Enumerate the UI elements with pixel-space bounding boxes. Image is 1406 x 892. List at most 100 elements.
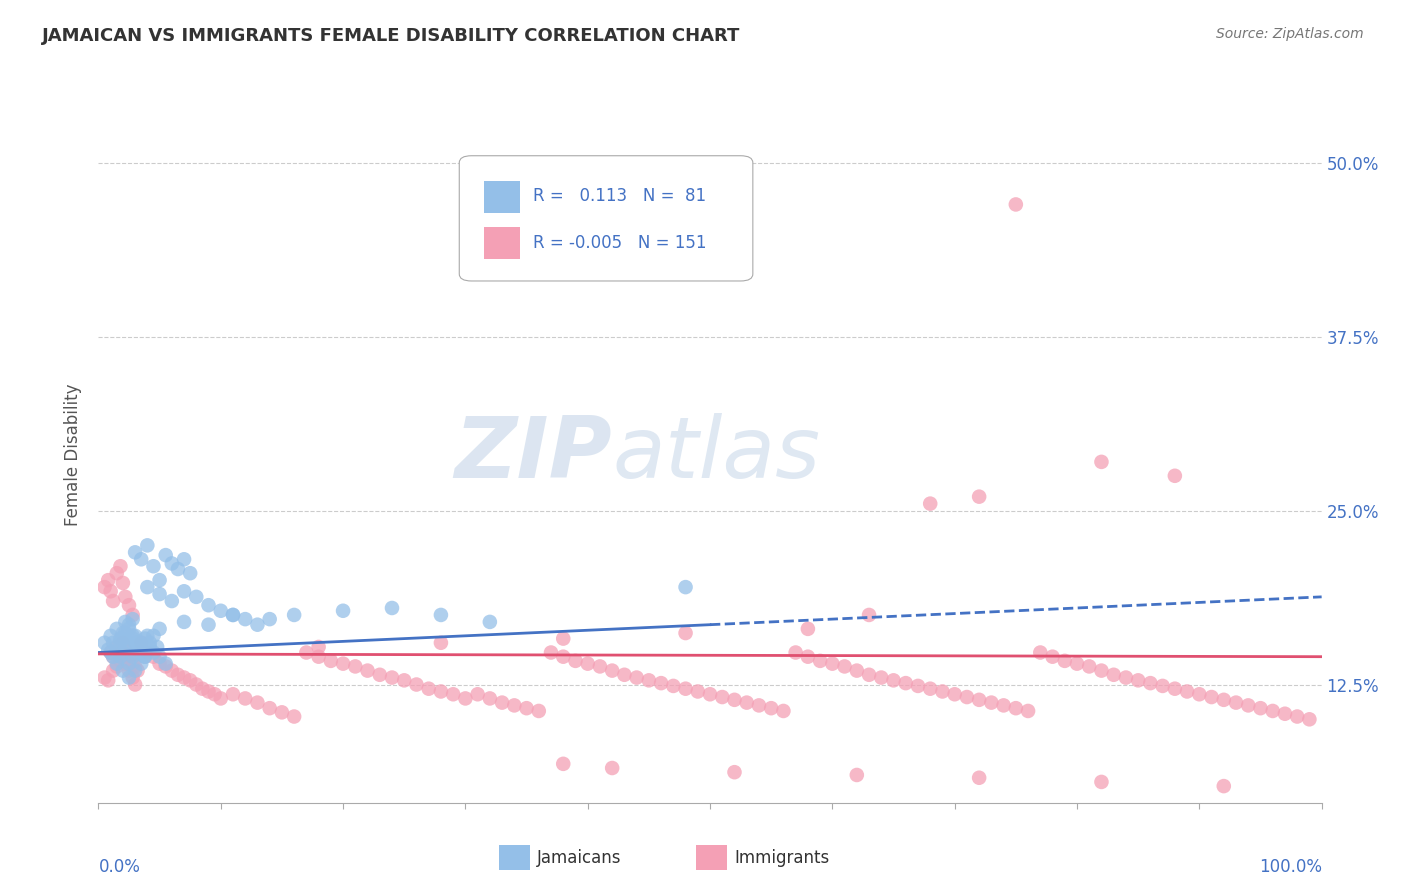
Point bbox=[430, 684, 453, 698]
Point bbox=[344, 659, 367, 673]
Point bbox=[129, 636, 152, 650]
Point bbox=[186, 677, 208, 691]
Point bbox=[883, 673, 905, 688]
Point bbox=[136, 646, 159, 660]
Point bbox=[1090, 664, 1112, 678]
Point bbox=[118, 598, 141, 612]
Point bbox=[392, 673, 416, 688]
Point bbox=[142, 629, 165, 643]
Point bbox=[149, 657, 172, 671]
Point bbox=[110, 654, 132, 668]
Point bbox=[699, 687, 721, 701]
Point bbox=[956, 690, 979, 704]
Point bbox=[259, 612, 281, 626]
Point bbox=[114, 590, 136, 604]
Point bbox=[118, 636, 141, 650]
Point bbox=[105, 640, 128, 654]
Point bbox=[110, 632, 132, 646]
Point bbox=[129, 646, 152, 660]
Point bbox=[797, 649, 820, 664]
Point bbox=[870, 671, 893, 685]
Bar bbox=[484, 227, 520, 259]
Point bbox=[967, 693, 990, 707]
Point bbox=[1212, 693, 1234, 707]
Point bbox=[308, 640, 330, 654]
Point bbox=[1004, 701, 1026, 715]
Point bbox=[105, 566, 128, 581]
Point bbox=[110, 649, 132, 664]
Point bbox=[920, 497, 942, 511]
Point bbox=[295, 646, 318, 660]
Point bbox=[105, 622, 128, 636]
Point bbox=[100, 646, 122, 660]
Point bbox=[97, 642, 120, 657]
Point bbox=[110, 636, 132, 650]
Point bbox=[259, 701, 281, 715]
Point bbox=[101, 649, 124, 664]
Point bbox=[114, 626, 136, 640]
Point bbox=[1164, 468, 1187, 483]
Point bbox=[638, 673, 661, 688]
Point bbox=[772, 704, 794, 718]
Point bbox=[405, 677, 427, 691]
Point bbox=[332, 604, 354, 618]
Point bbox=[821, 657, 844, 671]
Point bbox=[134, 632, 156, 646]
Point bbox=[118, 649, 141, 664]
Point bbox=[118, 617, 141, 632]
Point bbox=[553, 756, 575, 771]
Point bbox=[993, 698, 1015, 713]
Point bbox=[430, 607, 453, 622]
Point bbox=[173, 552, 195, 566]
Point bbox=[101, 594, 124, 608]
Point bbox=[527, 704, 550, 718]
Point bbox=[118, 671, 141, 685]
Point bbox=[111, 632, 134, 646]
Point bbox=[283, 709, 305, 723]
Point bbox=[124, 636, 146, 650]
FancyBboxPatch shape bbox=[460, 156, 752, 281]
Point bbox=[381, 601, 404, 615]
Point bbox=[1004, 197, 1026, 211]
Point bbox=[675, 681, 697, 696]
Point bbox=[149, 573, 172, 587]
Point bbox=[270, 706, 294, 720]
Point bbox=[129, 636, 152, 650]
Point bbox=[589, 659, 612, 673]
Point bbox=[111, 649, 134, 664]
Point bbox=[105, 640, 128, 654]
Point bbox=[149, 649, 172, 664]
Point bbox=[93, 671, 115, 685]
Point bbox=[686, 684, 709, 698]
Point bbox=[191, 681, 214, 696]
Point bbox=[1225, 696, 1247, 710]
Point bbox=[626, 671, 648, 685]
Point bbox=[142, 559, 165, 574]
Point bbox=[441, 687, 464, 701]
Point bbox=[761, 701, 783, 715]
Point bbox=[114, 640, 136, 654]
Point bbox=[101, 664, 124, 678]
Bar bbox=[484, 181, 520, 213]
Point bbox=[675, 580, 697, 594]
Point bbox=[834, 659, 856, 673]
Point bbox=[155, 548, 177, 562]
Point bbox=[1029, 646, 1052, 660]
Point bbox=[121, 607, 143, 622]
Point bbox=[118, 664, 141, 678]
Point bbox=[149, 587, 172, 601]
Point bbox=[121, 612, 143, 626]
Point bbox=[142, 646, 165, 660]
Point bbox=[1090, 775, 1112, 789]
Point bbox=[134, 649, 156, 664]
Point bbox=[1066, 657, 1088, 671]
Point bbox=[283, 607, 305, 622]
Point bbox=[111, 636, 134, 650]
Point bbox=[1102, 667, 1125, 681]
Point bbox=[1152, 679, 1174, 693]
Point bbox=[186, 590, 208, 604]
Point bbox=[136, 642, 159, 657]
Point bbox=[845, 664, 868, 678]
Point bbox=[124, 677, 146, 691]
Point bbox=[197, 617, 219, 632]
